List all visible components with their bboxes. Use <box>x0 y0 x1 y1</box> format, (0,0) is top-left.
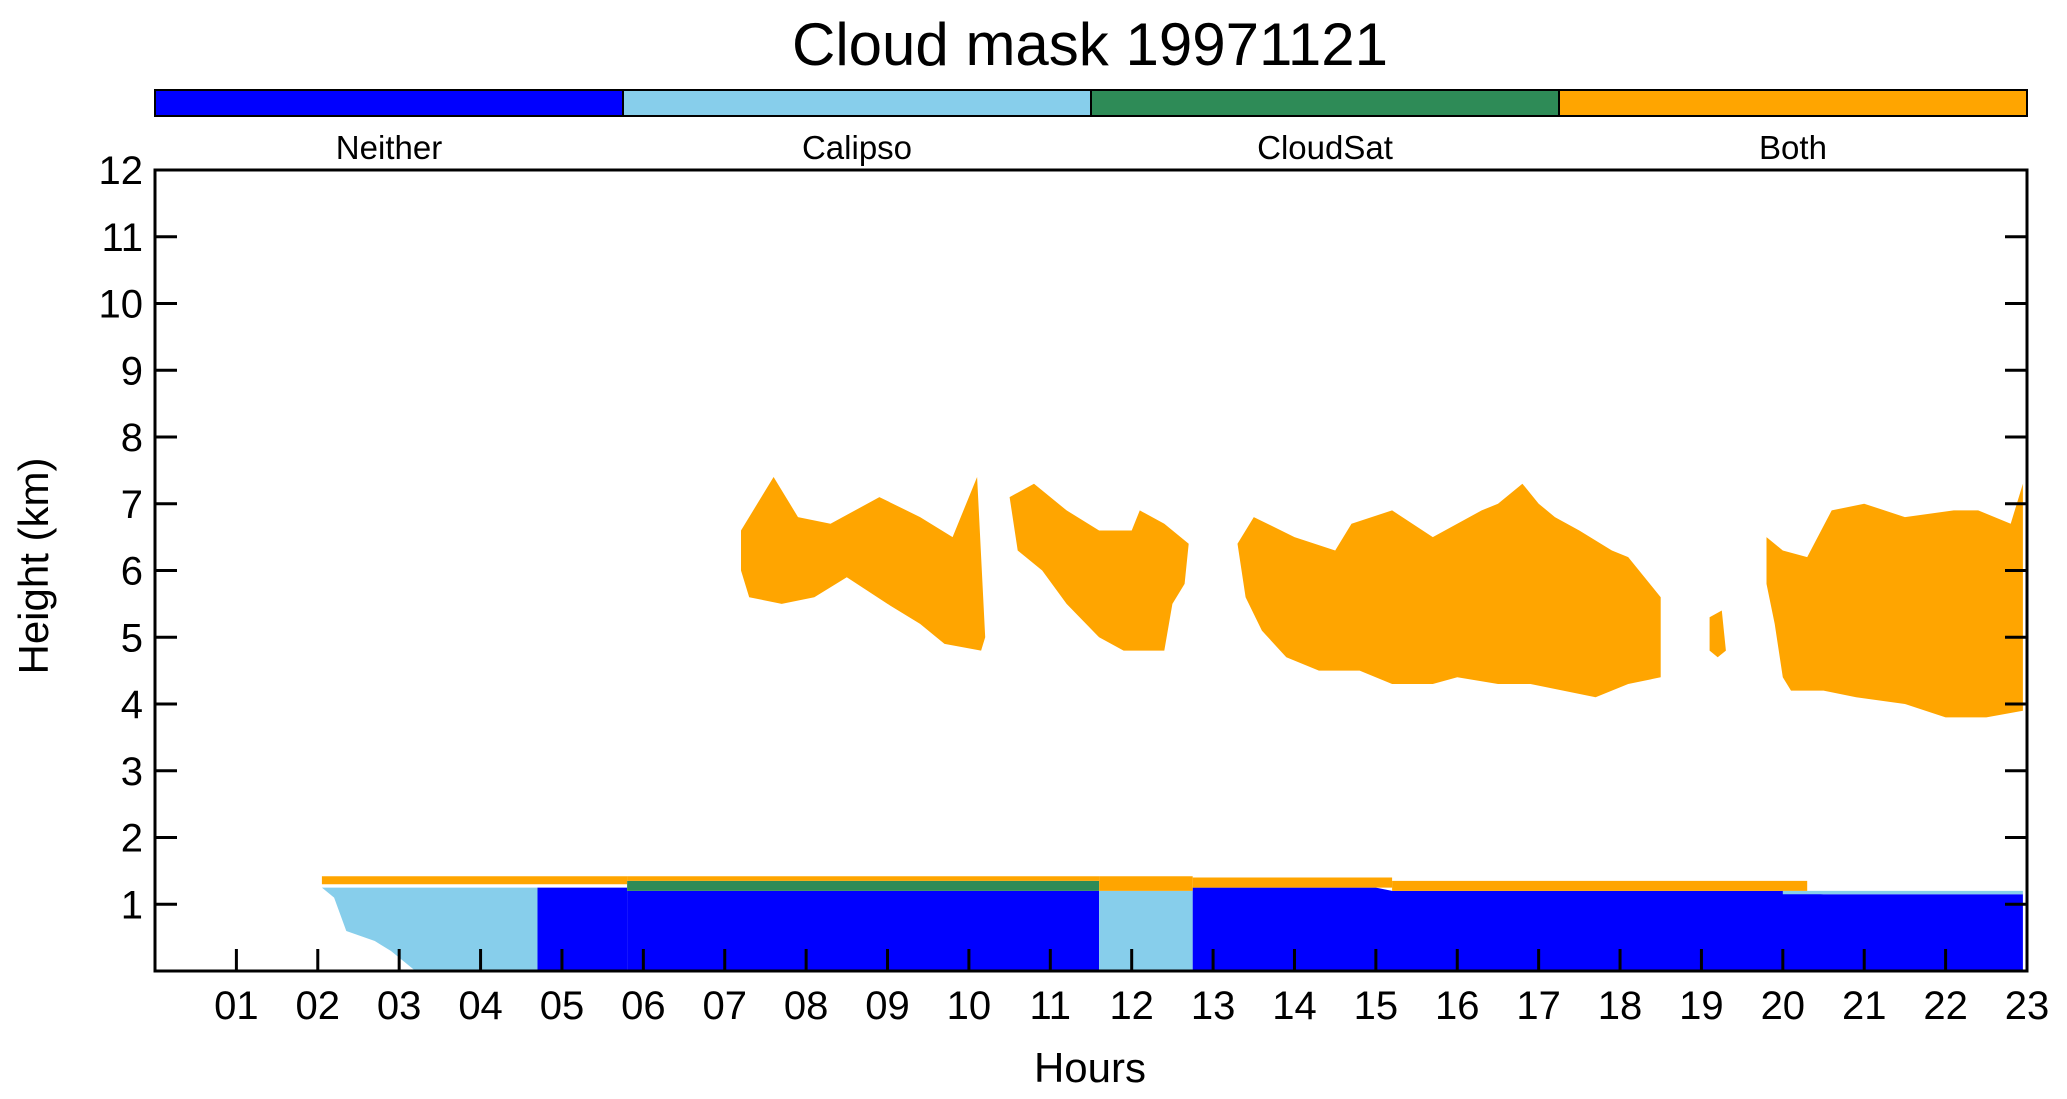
x-tick-label: 04 <box>458 984 503 1028</box>
chart-title: Cloud mask 19971121 <box>792 11 1388 78</box>
x-tick-label: 22 <box>1923 984 1968 1028</box>
x-tick-label: 23 <box>2005 984 2050 1028</box>
cloud-region-both-15 <box>1709 610 1726 658</box>
cloud-region-calipso-5 <box>1782 890 2023 895</box>
cloud-region-cloudsat-6 <box>627 880 1100 891</box>
colorbar-label-both: Both <box>1759 129 1827 166</box>
y-tick-label: 4 <box>121 683 143 727</box>
cloud-region-both-9 <box>1099 876 1193 891</box>
cloud-region-neither-1 <box>537 887 628 971</box>
colorbar-swatch-cloudsat <box>1090 89 1560 117</box>
x-tick-label: 09 <box>865 984 910 1028</box>
y-tick-label: 3 <box>121 750 143 794</box>
x-tick-label: 13 <box>1191 984 1236 1028</box>
x-tick-label: 10 <box>947 984 992 1028</box>
x-tick-label: 01 <box>214 984 259 1028</box>
y-tick-label: 11 <box>101 216 143 260</box>
x-tick-label: 14 <box>1272 984 1317 1028</box>
x-tick-label: 02 <box>296 984 341 1028</box>
y-tick-label: 8 <box>121 416 143 460</box>
cloud-region-neither-4 <box>1192 887 2023 971</box>
cloud-region-both-12 <box>741 477 986 651</box>
x-tick-label: 16 <box>1435 984 1480 1028</box>
x-axis-label: Hours <box>1034 1044 1146 1091</box>
colorbar-swatch-calipso <box>622 89 1092 117</box>
cloud-region-both-16 <box>1766 483 2023 718</box>
y-tick-label: 2 <box>121 817 143 861</box>
cloud-region-both-11 <box>1392 880 1808 891</box>
x-tick-label: 07 <box>702 984 747 1028</box>
colorbar-label-calipso: Calipso <box>802 129 912 166</box>
y-tick-label: 5 <box>121 616 143 660</box>
x-tick-label: 17 <box>1516 984 1561 1028</box>
x-tick-label: 19 <box>1679 984 1724 1028</box>
colorbar-legend: Neither Calipso CloudSat Both <box>154 89 2028 166</box>
x-tick-label: 12 <box>1109 984 1154 1028</box>
x-tick-label: 08 <box>784 984 829 1028</box>
x-tick-label: 15 <box>1354 984 1399 1028</box>
colorbar-swatch-both <box>1558 89 2028 117</box>
plot-area <box>321 477 2023 971</box>
y-axis-label: Height (km) <box>10 457 57 674</box>
y-tick-label: 12 <box>99 149 144 193</box>
x-tick-label: 18 <box>1598 984 1643 1028</box>
x-tick-label: 20 <box>1761 984 1806 1028</box>
colorbar-label-cloudsat: CloudSat <box>1257 129 1393 166</box>
x-tick-label: 21 <box>1842 984 1887 1028</box>
colorbar-label-neither: Neither <box>336 129 442 166</box>
cloud-region-both-8 <box>627 876 1100 881</box>
cloud-region-calipso-3 <box>1099 890 1193 971</box>
y-tick-label: 10 <box>99 283 144 327</box>
x-tick-label: 05 <box>540 984 585 1028</box>
cloud-region-neither-2 <box>627 890 1100 971</box>
x-tick-label: 06 <box>621 984 666 1028</box>
colorbar-swatch-neither <box>154 89 624 117</box>
y-tick-label: 1 <box>121 883 143 927</box>
cloud-region-both-14 <box>1237 483 1661 698</box>
y-tick-label: 6 <box>121 550 143 594</box>
cloud-region-calipso-0 <box>321 887 538 971</box>
cloud-region-both-10 <box>1192 877 1393 888</box>
y-tick-label: 9 <box>121 349 143 393</box>
cloud-region-both-13 <box>1009 483 1189 651</box>
y-tick-label: 7 <box>121 483 143 527</box>
x-tick-label: 03 <box>377 984 422 1028</box>
cloud-region-both-7 <box>321 876 628 885</box>
x-tick-label: 11 <box>1030 984 1072 1028</box>
